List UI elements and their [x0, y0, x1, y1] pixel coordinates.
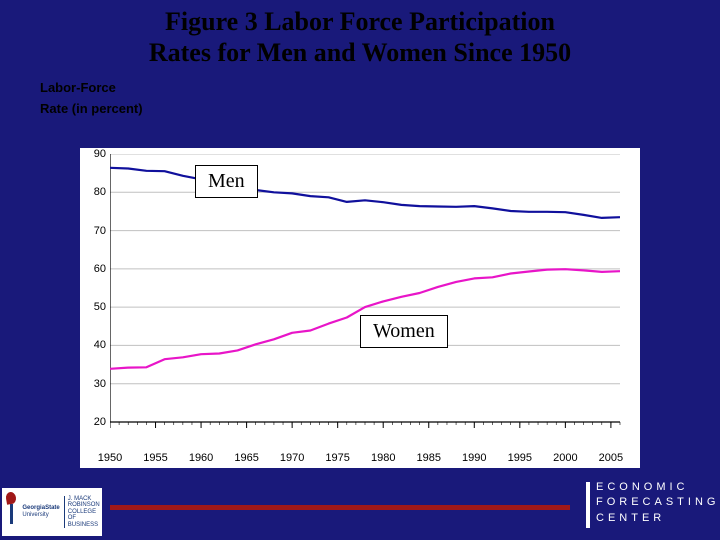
subtitle-line-2: Rate (in percent): [40, 99, 143, 120]
x-tick-label: 2005: [599, 452, 623, 464]
y-tick-label: 70: [80, 225, 106, 237]
subtitle-line-1: Labor-Force: [40, 78, 143, 99]
y-tick-label: 30: [80, 378, 106, 390]
y-tick-label: 40: [80, 339, 106, 351]
line-chart-svg: [110, 154, 630, 434]
x-tick-label: 1990: [462, 452, 486, 464]
y-axis-title: Labor-Force Rate (in percent): [40, 78, 143, 120]
x-tick-label: 1995: [508, 452, 532, 464]
torch-icon: [4, 492, 18, 532]
footer-divider: [110, 505, 570, 510]
y-tick-label: 90: [80, 148, 106, 160]
x-tick-label: 1965: [234, 452, 258, 464]
x-tick-label: 1970: [280, 452, 304, 464]
series-label-women-text: Women: [373, 320, 435, 342]
plot-area: [110, 154, 630, 434]
x-tick-label: 1985: [417, 452, 441, 464]
y-tick-label: 50: [80, 301, 106, 313]
logo-efc: ECONOMIC FORECASTING CENTER: [580, 480, 720, 536]
logo-georgia-state: GeorgiaState University J. MACK ROBINSON…: [2, 488, 102, 536]
series-label-women: Women: [360, 315, 448, 348]
chart-area: 20 30 40 50 60 70 80 90 1950 1955 1960 1965 1970 197…: [80, 148, 640, 468]
x-tick-label: 2000: [553, 452, 577, 464]
x-tick-label: 1950: [98, 452, 122, 464]
logo-bar-icon: [586, 482, 590, 528]
figure-title: Figure 3 Labor Force Participation Rates…: [50, 6, 670, 68]
title-line-1: Figure 3 Labor Force Participation: [50, 6, 670, 37]
y-tick-label: 60: [80, 263, 106, 275]
y-tick-label: 80: [80, 186, 106, 198]
x-tick-label: 1980: [371, 452, 395, 464]
series-label-men-text: Men: [208, 170, 245, 192]
x-tick-label: 1975: [325, 452, 349, 464]
x-tick-label: 1955: [143, 452, 167, 464]
series-label-men: Men: [195, 165, 258, 198]
y-tick-label: 20: [80, 416, 106, 428]
x-tick-label: 1960: [189, 452, 213, 464]
title-line-2: Rates for Men and Women Since 1950: [50, 37, 670, 68]
